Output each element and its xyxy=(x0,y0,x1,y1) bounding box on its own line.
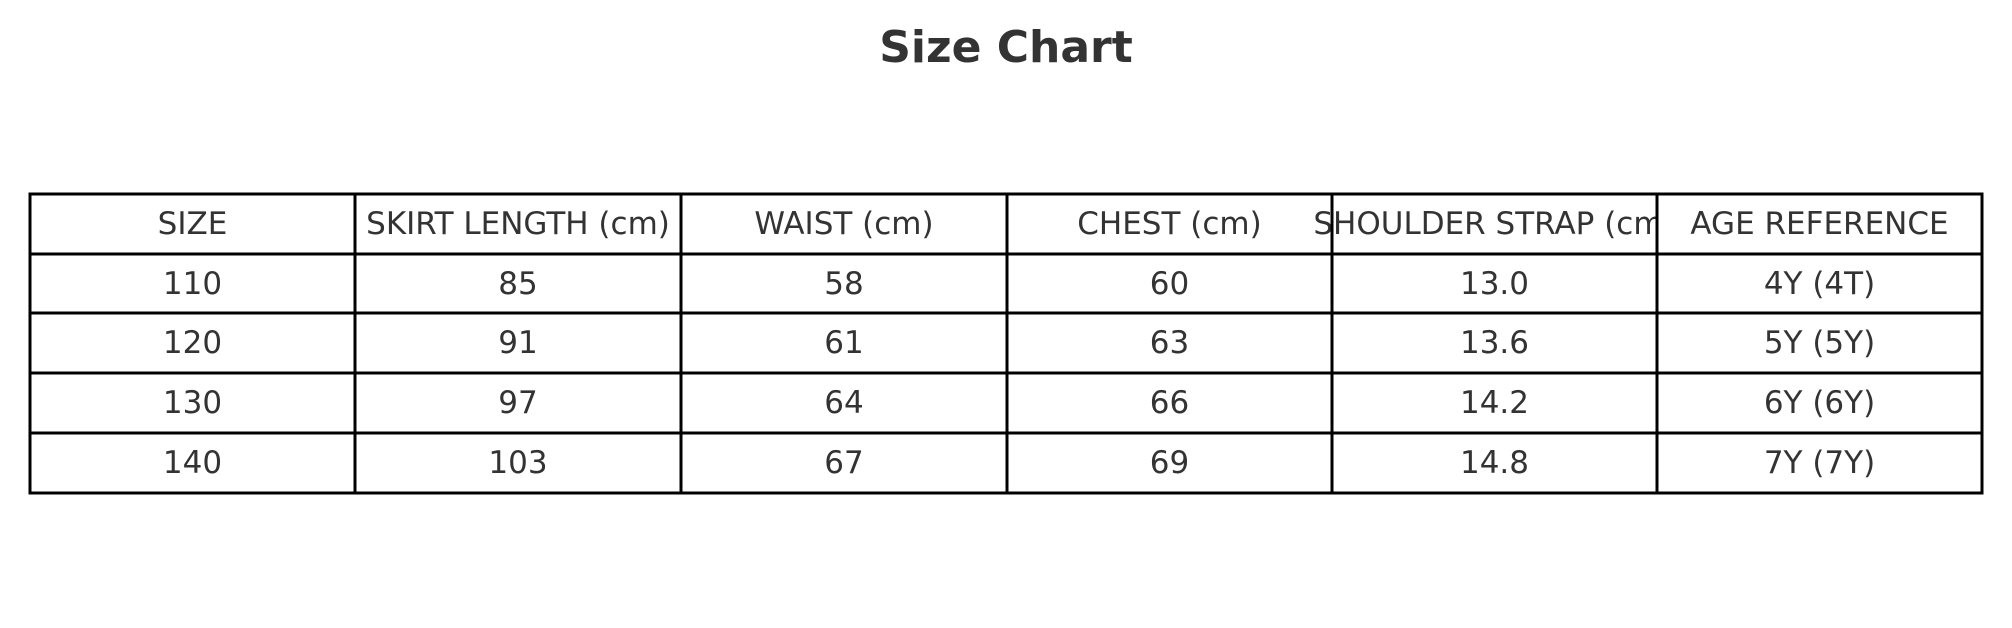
table-cell: 69 xyxy=(1007,433,1332,493)
table-cell: 63 xyxy=(1007,313,1332,373)
header-cell: SKIRT LENGTH (cm) xyxy=(355,194,681,254)
table-cell: 67 xyxy=(681,433,1007,493)
header-cell: SHOULDER STRAP (cm) xyxy=(1313,194,1676,254)
table-cell: 7Y (7Y) xyxy=(1657,433,1982,493)
page-title: Size Chart xyxy=(879,22,1133,73)
table-cell: 60 xyxy=(1007,254,1332,313)
table-cell: 140 xyxy=(30,433,355,493)
table-cell: 130 xyxy=(30,373,355,433)
table-cell: 13.0 xyxy=(1332,254,1657,313)
table-cell: 6Y (6Y) xyxy=(1657,373,1982,433)
table-cell: 14.8 xyxy=(1332,433,1657,493)
table-cell: 14.2 xyxy=(1332,373,1657,433)
size-chart-table: SIZE SKIRT LENGTH (cm) WAIST (cm) CHEST (cm… xyxy=(28,192,1984,495)
table-cell: 58 xyxy=(681,254,1007,313)
table-cell: 120 xyxy=(30,313,355,373)
table-cell: 61 xyxy=(681,313,1007,373)
table-cell: 66 xyxy=(1007,373,1332,433)
header-cell: AGE REFERENCE xyxy=(1657,194,1982,254)
table-cell: 103 xyxy=(355,433,681,493)
table-cell: 91 xyxy=(355,313,681,373)
table-cell: 110 xyxy=(30,254,355,313)
header-cell: CHEST (cm) xyxy=(1007,194,1332,254)
header-cell: WAIST (cm) xyxy=(681,194,1007,254)
table-cell: 85 xyxy=(355,254,681,313)
header-cell: SIZE xyxy=(30,194,355,254)
table-cell: 13.6 xyxy=(1332,313,1657,373)
table-cell: 64 xyxy=(681,373,1007,433)
table-cell: 97 xyxy=(355,373,681,433)
table-cell: 4Y (4T) xyxy=(1657,254,1982,313)
table-cell: 5Y (5Y) xyxy=(1657,313,1982,373)
